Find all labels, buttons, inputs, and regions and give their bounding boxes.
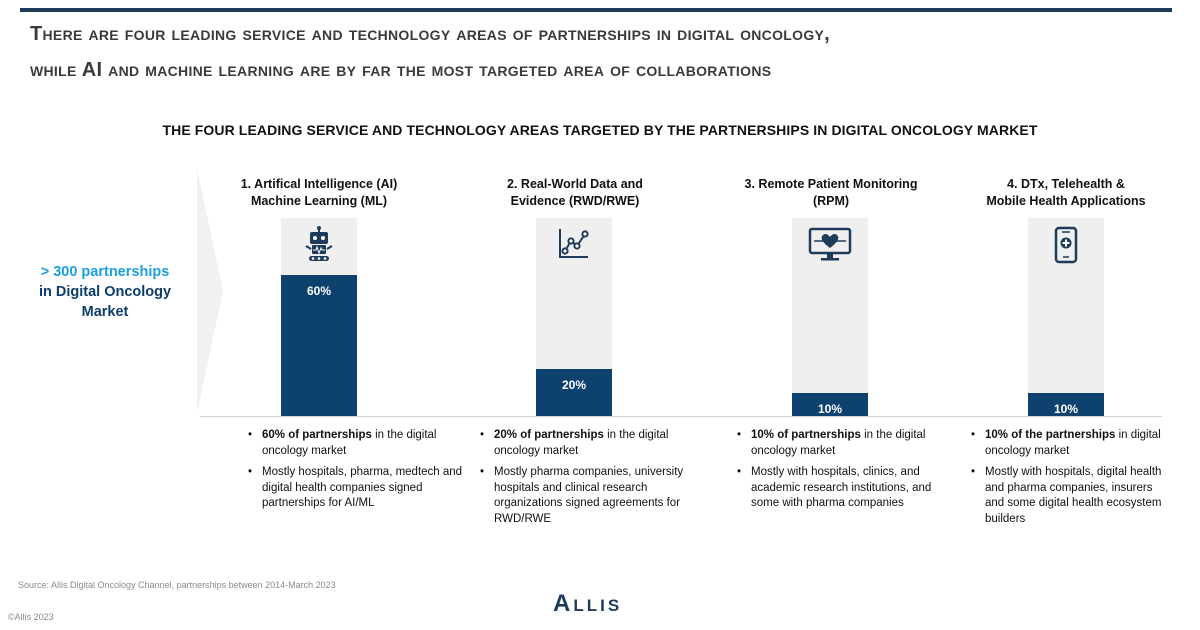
note-item: 20% of partnerships in the digital oncol… xyxy=(478,428,698,459)
bar-track-2: 20% xyxy=(536,218,612,416)
mobile-health-icon xyxy=(1054,226,1078,264)
category-label-3: 3. Remote Patient Monitoring (RPM) xyxy=(711,176,951,210)
bar-track-1: 60% xyxy=(281,218,357,416)
partnership-summary: > 300 partnerships in Digital Oncology M… xyxy=(20,262,190,322)
note-highlight: 20% of partnerships xyxy=(494,429,604,441)
bar-3 xyxy=(792,392,868,416)
heart-monitor-icon xyxy=(808,227,852,261)
chevron-arrow-icon xyxy=(197,168,223,414)
category-label-3-line-1: 3. Remote Patient Monitoring xyxy=(744,177,918,191)
source-note: Source: Allis Digital Oncology Channel, … xyxy=(18,580,336,590)
summary-count: > 300 partnerships xyxy=(40,264,170,280)
line-chart-icon xyxy=(559,229,589,258)
note-item: Mostly pharma companies, university hosp… xyxy=(478,465,698,527)
headline-line-2: while AI and machine learning are by far… xyxy=(30,59,772,81)
note-highlight: 10% of the partnerships xyxy=(985,429,1116,441)
notes-list-1: 60% of partnerships in the digital oncol… xyxy=(246,428,466,518)
headline-line-1: There are four leading service and techn… xyxy=(30,23,831,45)
category-label-1-line-2: Machine Learning (ML) xyxy=(250,194,388,208)
category-label-1: 1. Artifical Intelligence (AI) Machine L… xyxy=(199,176,439,210)
robot-icon xyxy=(305,226,333,261)
bar-4 xyxy=(1028,392,1104,416)
category-label-2-line-2: Evidence (RWD/RWE) xyxy=(510,194,640,208)
note-text: in the digital oncology market xyxy=(262,429,437,457)
note-item: 10% of the partnerships in digital oncol… xyxy=(969,428,1169,459)
top-rule xyxy=(20,8,1172,12)
copyright: ©Allis 2023 xyxy=(8,612,54,622)
note-text: in the digital oncology market xyxy=(494,429,669,457)
note-item: 60% of partnerships in the digital oncol… xyxy=(246,428,466,459)
note-highlight: 60% of partnerships xyxy=(262,429,372,441)
chart-title: THE FOUR LEADING SERVICE AND TECHNOLOGY … xyxy=(162,122,1038,138)
note-text: in the digital oncology market xyxy=(751,429,926,457)
category-label-1-line-1: 1. Artifical Intelligence (AI) xyxy=(240,177,398,191)
notes-list-4: 10% of the partnerships in digital oncol… xyxy=(969,428,1169,533)
category-label-4-line-1: 4. DTx, Telehealth & xyxy=(1007,177,1125,191)
bar-label-3: 10% xyxy=(817,401,843,416)
notes-list-3: 10% of partnerships in the digital oncol… xyxy=(735,428,955,518)
note-highlight: 10% of partnerships xyxy=(751,429,861,441)
bar-2 xyxy=(536,369,612,416)
allis-logo: Allis xyxy=(553,590,623,617)
category-label-2-line-1: 2. Real-World Data and xyxy=(507,177,643,191)
category-label-4: 4. DTx, Telehealth & Mobile Health Appli… xyxy=(946,176,1186,210)
category-label-4-line-2: Mobile Health Applications xyxy=(986,194,1146,208)
notes-list-2: 20% of partnerships in the digital oncol… xyxy=(478,428,698,533)
note-text: in digital oncology market xyxy=(985,429,1161,457)
page-headline: There are four leading service and techn… xyxy=(30,16,1180,88)
category-label-2: 2. Real-World Data and Evidence (RWD/RWE… xyxy=(455,176,695,210)
note-item: Mostly with hospitals, digital health an… xyxy=(969,465,1169,527)
bar-label-1: 60% xyxy=(306,284,332,298)
summary-line-2: Market xyxy=(81,304,129,320)
summary-line-1: in Digital Oncology xyxy=(38,284,172,300)
note-item: 10% of partnerships in the digital oncol… xyxy=(735,428,955,459)
bar-label-4: 10% xyxy=(1053,401,1079,416)
bar-1 xyxy=(281,275,357,416)
category-label-3-line-2: (RPM) xyxy=(812,194,850,208)
note-item: Mostly with hospitals, clinics, and acad… xyxy=(735,465,955,512)
note-item: Mostly hospitals, pharma, medtech and di… xyxy=(246,465,466,512)
bar-track-3: 10% xyxy=(792,218,868,416)
chart-baseline xyxy=(200,416,1162,417)
bar-track-4: 10% xyxy=(1028,218,1104,416)
bar-label-2: 20% xyxy=(561,378,587,392)
